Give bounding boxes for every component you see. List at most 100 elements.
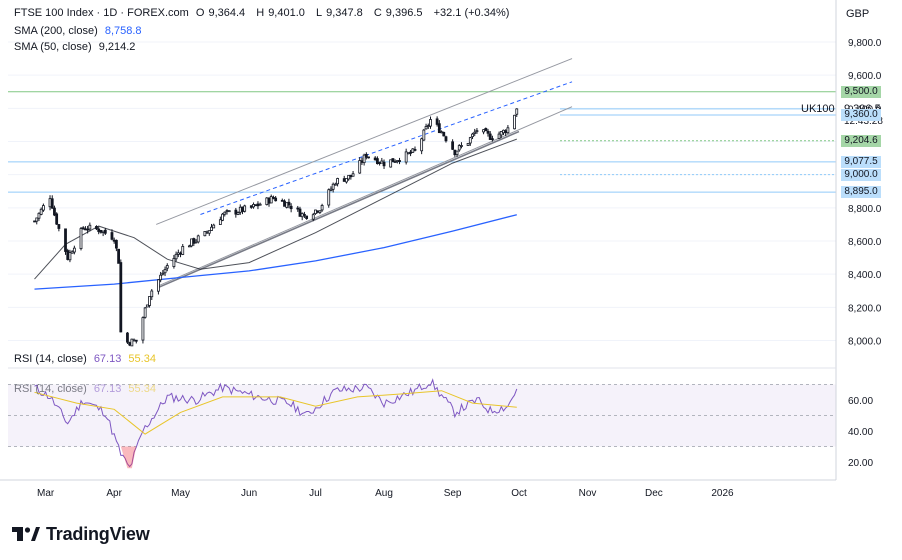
currency-label[interactable]: GBP [846, 8, 870, 20]
candle-up [163, 269, 167, 274]
candle-up [88, 224, 92, 230]
candle-down [367, 156, 370, 159]
trend-line-channel-mid-dashed [200, 81, 573, 215]
candle-up [482, 129, 485, 133]
candle-up [196, 235, 200, 243]
candle-up [148, 296, 151, 306]
candle-up [351, 173, 355, 177]
candle-down [274, 197, 278, 202]
candle-up [455, 150, 459, 156]
candle-up [336, 178, 339, 185]
candle-down [287, 201, 291, 206]
candle-down [256, 203, 260, 207]
candle-down [378, 162, 382, 164]
candle-down [119, 262, 123, 333]
time-tick-label: Dec [645, 488, 663, 499]
price-tag[interactable]: 9,500.0 [841, 85, 881, 98]
sma50-line [34, 138, 517, 280]
price-tag[interactable]: 9,360.0 [841, 108, 881, 121]
candle-down [303, 213, 306, 216]
brand-name: TradingView [46, 523, 150, 544]
price-tick-label: 8,000.0 [848, 337, 882, 348]
candle-up [79, 228, 83, 250]
candle-up [333, 183, 337, 186]
candle-up [457, 145, 461, 151]
candle-down [57, 224, 61, 229]
price-tag[interactable]: 9,077.5 [841, 155, 881, 168]
symbol-title[interactable]: FTSE 100 Index · 1D · FOREX.com [14, 7, 189, 19]
candle-up [499, 131, 503, 136]
candle-up [181, 246, 185, 255]
legend-rsi[interactable]: RSI (14, close) 67.13 55.34 [14, 352, 160, 366]
rsi-tick-label: 40.00 [848, 427, 873, 438]
legend-sma200[interactable]: SMA (200, close) 8,758.8 [14, 24, 146, 38]
candle-up [506, 127, 510, 134]
candle-up [210, 226, 213, 231]
candle-up [311, 214, 315, 220]
candle-up [130, 338, 134, 347]
candle-down [451, 141, 455, 150]
price-tag[interactable]: 9,000.0 [841, 168, 881, 181]
time-tick-label: 2026 [711, 488, 734, 499]
candle-down [103, 229, 107, 234]
candle-down [128, 342, 132, 346]
candle-up [141, 317, 145, 341]
price-tick-label: 8,800.0 [848, 204, 882, 215]
candle-down [192, 238, 196, 244]
rsi-value: 67.13 [93, 353, 122, 365]
candle-up [331, 183, 335, 190]
ohlc-high: H 9,401.0 [256, 7, 305, 19]
countdown-label: 12:43:28 [844, 116, 883, 127]
candle-down [33, 220, 36, 223]
candle-up [190, 238, 193, 247]
candle-up [466, 142, 470, 146]
candle-up [380, 160, 384, 164]
uk100-label: UK100 [801, 103, 835, 115]
candle-up [203, 231, 207, 237]
candle-up [225, 210, 229, 212]
candle-down [504, 130, 508, 134]
candle-up [406, 152, 410, 155]
candle-down [112, 239, 116, 242]
candle-up [362, 154, 366, 164]
chart-canvas[interactable]: 8,000.0 8,200.0 8,400.0 8,600.0 8,800.0 9,000… [0, 0, 902, 518]
candle-up [218, 219, 222, 225]
legend-sma50[interactable]: SMA (50, close) 9,214.2 [14, 40, 139, 54]
candle-down [437, 123, 441, 134]
price-tick-label: 9,800.0 [848, 38, 882, 49]
candle-up [460, 145, 463, 147]
candle-up [132, 339, 136, 342]
candle-up [411, 148, 415, 153]
candle-down [64, 228, 67, 252]
candle-up [420, 138, 424, 152]
tradingview-logo[interactable]: TradingView [12, 521, 150, 547]
candle-up [174, 253, 178, 260]
candle-down [342, 178, 346, 182]
candle-down [296, 207, 300, 210]
candle-up [176, 252, 180, 255]
candle-up [395, 160, 399, 163]
candle-up [300, 213, 304, 218]
candle-down [453, 149, 457, 156]
price-tick-label: 9,600.0 [848, 71, 882, 82]
candle-up [172, 258, 176, 267]
ohlc-open: O 9,364.4 [195, 7, 246, 19]
candle-up [39, 208, 43, 215]
candle-up [187, 245, 191, 248]
legend-rsi-overlay: RSI (14, close) 67.13 55.34 [14, 383, 156, 395]
candle-up [236, 212, 240, 215]
price-tag[interactable]: 8,895.0 [841, 186, 881, 199]
candle-down [249, 205, 253, 208]
candle-down [134, 339, 138, 342]
rsi-pane [8, 378, 836, 469]
sma200-label: SMA (200, close) [14, 25, 98, 37]
candle-up [238, 206, 242, 213]
candle-down [114, 239, 118, 249]
candle-down [391, 158, 395, 163]
time-tick-label: Nov [579, 488, 597, 499]
rsi-ma-line [34, 390, 517, 435]
candle-up [502, 129, 505, 134]
ohlc-close: C 9,396.5 [373, 7, 423, 19]
price-tag[interactable]: 9,204.6 [841, 134, 881, 147]
candle-up [429, 119, 432, 127]
